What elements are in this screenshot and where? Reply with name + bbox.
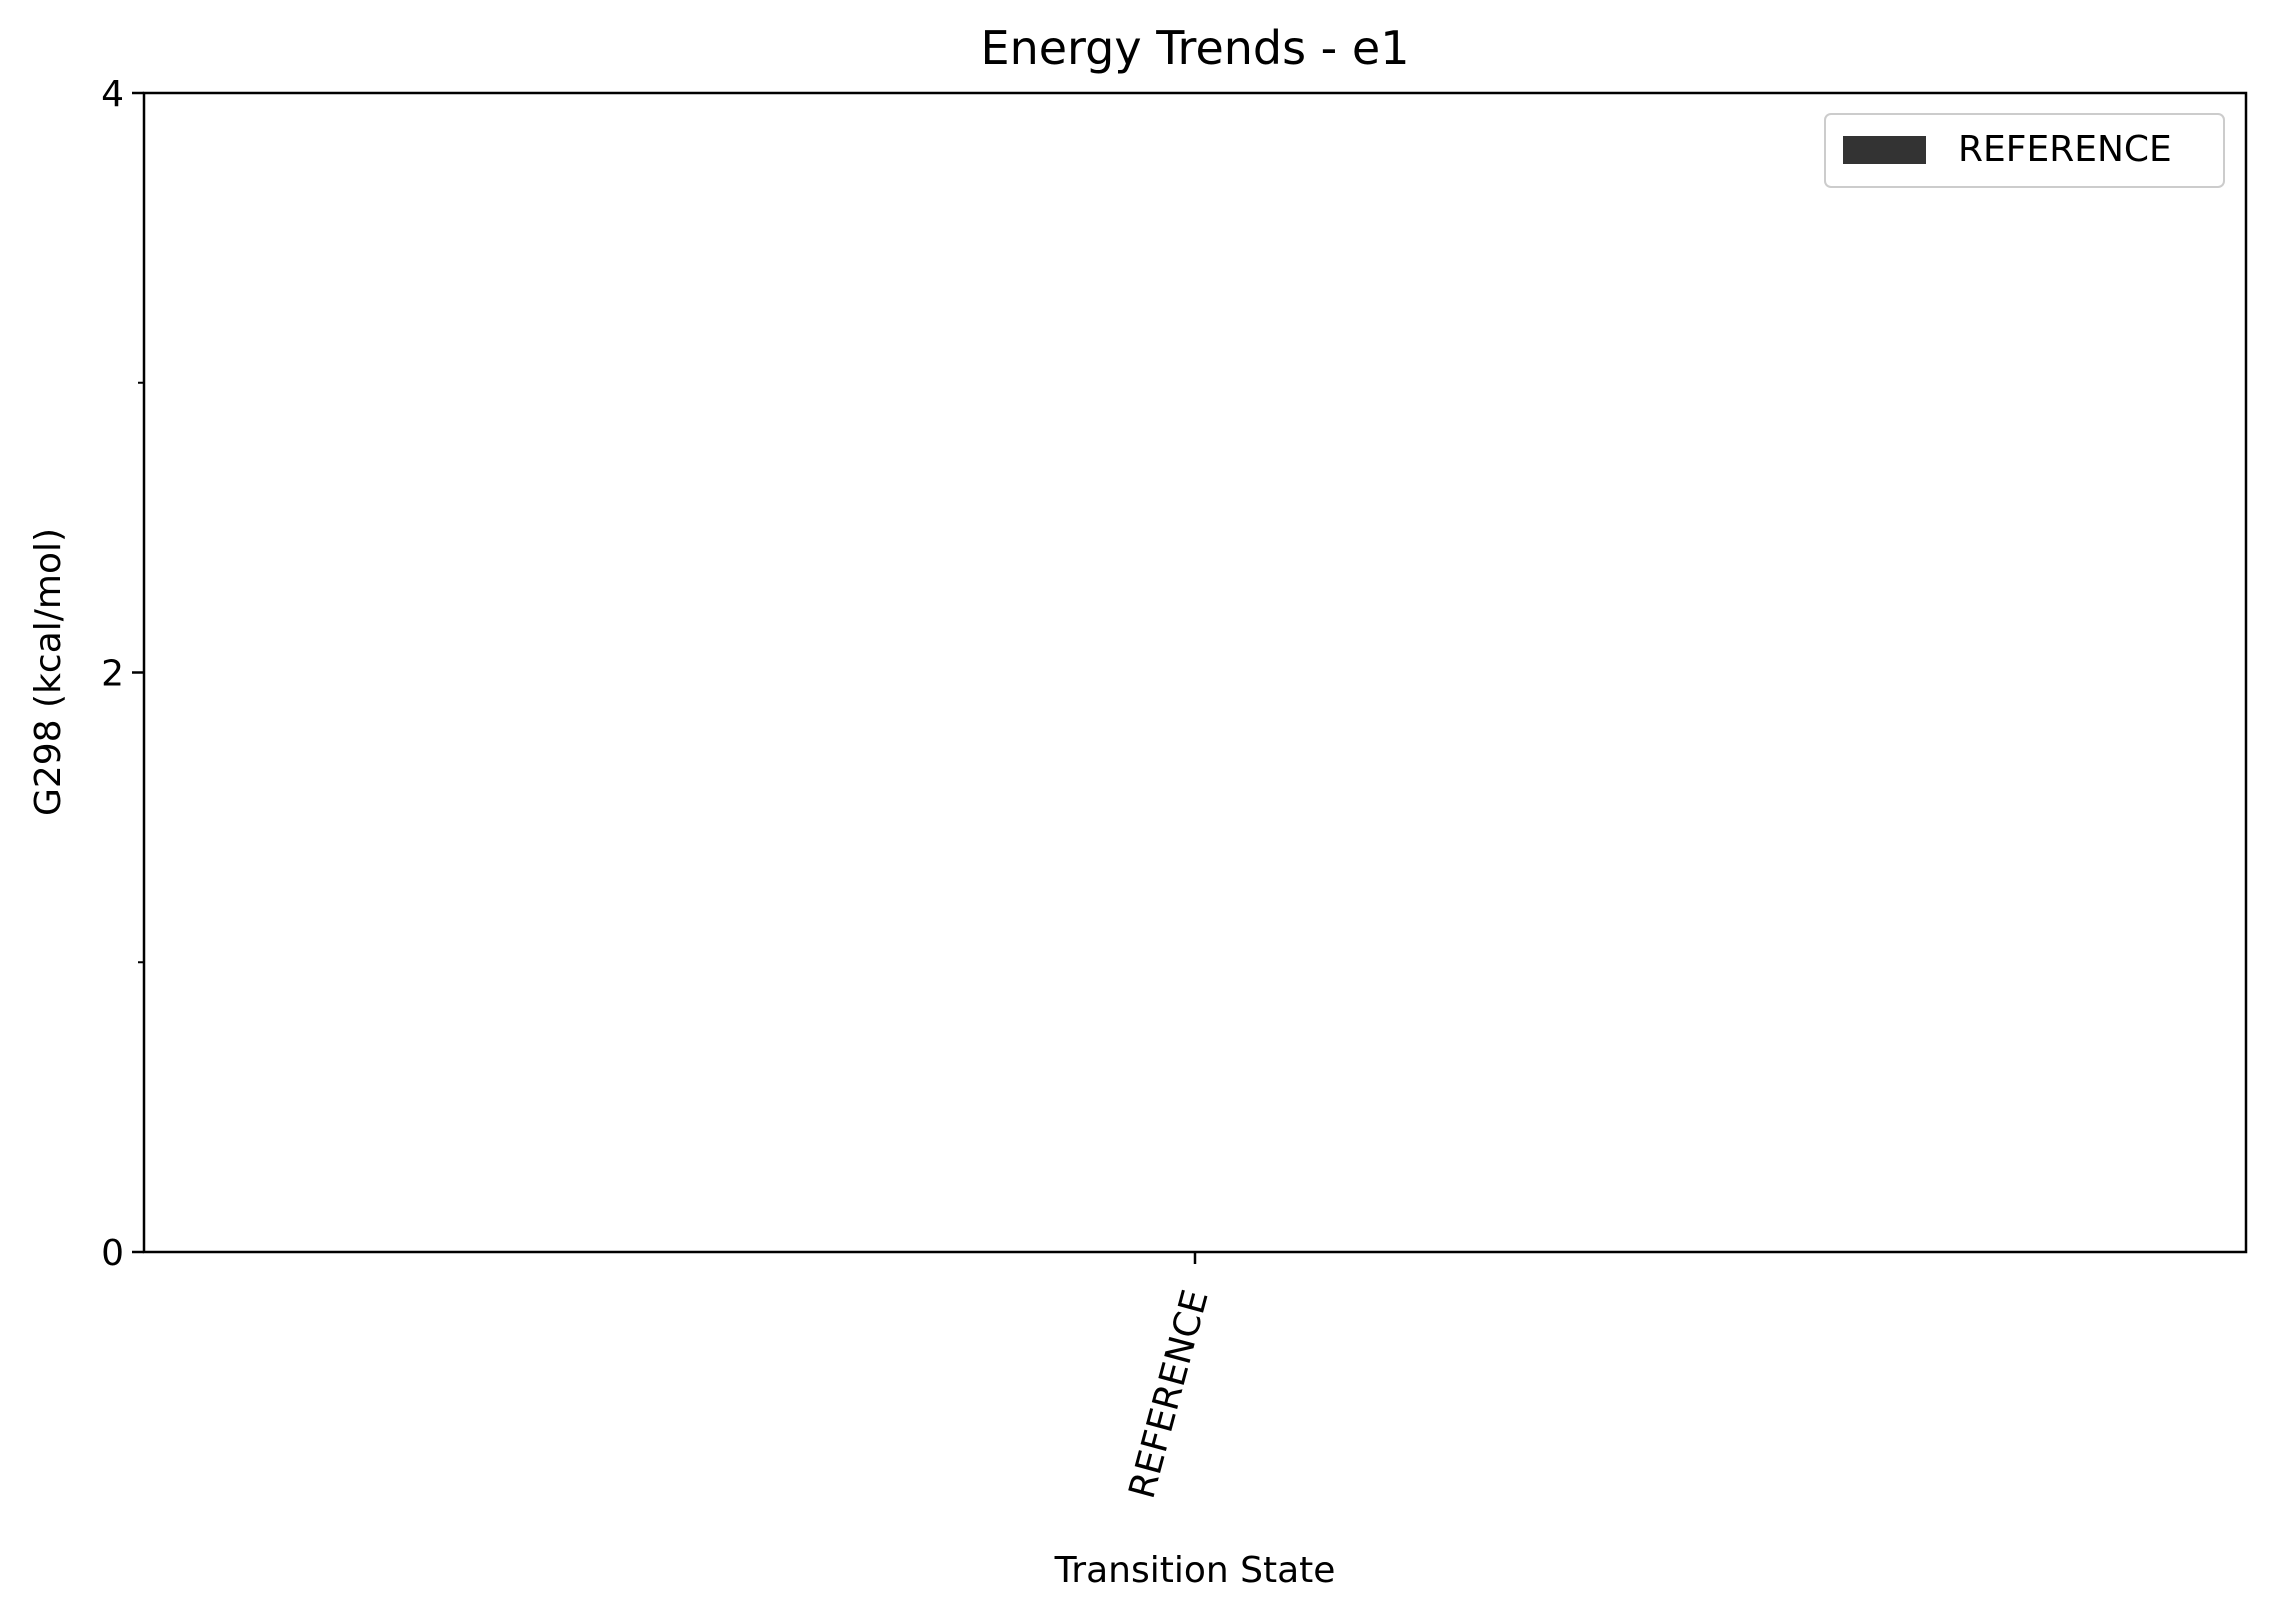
legend-label: REFERENCE bbox=[1958, 129, 2172, 170]
chart-title: Energy Trends - e1 bbox=[981, 21, 1410, 75]
y-axis-label: G298 (kcal/mol) bbox=[28, 528, 69, 816]
plot-area bbox=[142, 91, 2248, 1254]
x-tick-label: REFERENCE bbox=[1122, 1286, 1217, 1503]
plot-frame bbox=[142, 91, 2248, 1254]
y-tick-label: 0 bbox=[101, 1233, 124, 1274]
y-tick-label: 2 bbox=[101, 654, 124, 695]
x-axis-label: Transition State bbox=[1054, 1550, 1336, 1591]
x-axis: REFERENCE bbox=[1122, 1252, 1217, 1503]
y-axis: 0 2 4 bbox=[101, 74, 144, 1274]
legend-swatch bbox=[1843, 136, 1926, 164]
legend-frame bbox=[1824, 113, 2225, 188]
legend: REFERENCE bbox=[1824, 113, 2225, 188]
y-tick-label: 4 bbox=[101, 74, 124, 115]
